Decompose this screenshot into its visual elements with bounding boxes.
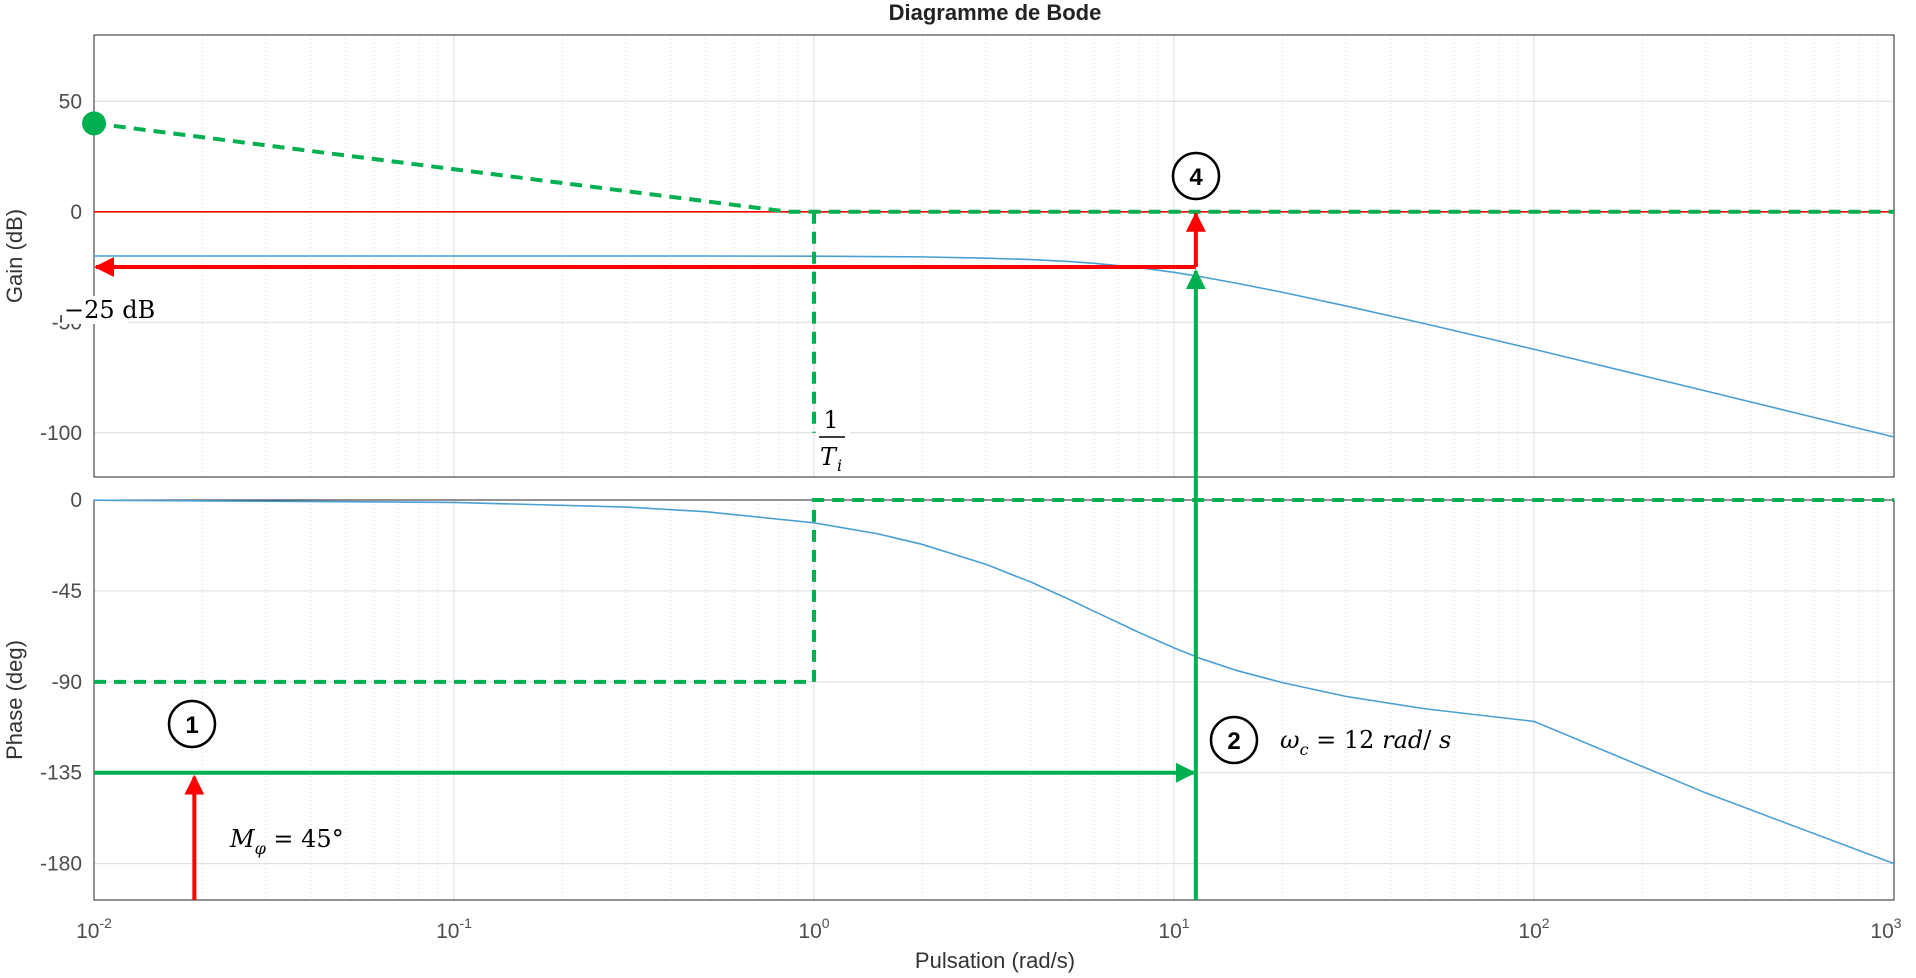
phase-plot-area — [94, 500, 1894, 900]
x-tick-label: 103 — [1870, 915, 1901, 943]
magnitude-y-tick-label: 0 — [70, 201, 82, 224]
ti-label-subscript: i — [837, 456, 842, 475]
magnitude-series — [93, 121, 1895, 438]
margin-symbol: M — [229, 825, 256, 853]
phase-x-ticks: 10-2 10-1 100 101 102 103 — [76, 915, 1902, 943]
x-tick-exponent: -1 — [459, 915, 472, 931]
pi-gain-asymptote-segment — [93, 121, 789, 214]
phase-panel: 0-45-90-135-180 Phase (deg) 10-2 10-1 100 1… — [2, 489, 1902, 973]
ti-label-symbol: T — [820, 443, 838, 471]
step-2-circle — [1209, 715, 1259, 765]
x-tick-exponent: 1 — [1182, 915, 1190, 931]
gain-curve — [94, 255, 1895, 438]
step-1-circle — [167, 699, 217, 749]
omega-unit-numerator: rad — [1382, 726, 1423, 754]
construction-overlay: −25 dB 1 T i 4 1 2 ωc = 12 rad/ s Mφ = 4… — [62, 111, 1451, 900]
x-tick-base: 10 — [1870, 920, 1893, 943]
x-tick-label: 102 — [1518, 915, 1549, 943]
phase-y-tick-label: -135 — [40, 762, 82, 785]
magnitude-y-axis-label: Gain (dB) — [2, 209, 27, 303]
phase-y-ticks: 0 -45 -90 -135 -180 — [40, 489, 82, 876]
x-axis-label: Pulsation (rad/s) — [915, 948, 1075, 973]
omega-symbol: ω — [1280, 726, 1300, 754]
x-tick-exponent: 0 — [822, 915, 830, 931]
phase-y-axis-label: Phase (deg) — [2, 640, 27, 760]
chart-title: Diagramme de Bode — [889, 0, 1102, 25]
magnitude-y-ticks: 500-50-100 — [40, 90, 82, 445]
phase-curve — [93, 499, 1895, 865]
gain-level-label: −25 dB — [64, 296, 155, 324]
margin-value: = 45° — [266, 825, 344, 853]
margin-subscript: φ — [255, 839, 267, 858]
step-4-marker: 4 — [1171, 151, 1221, 201]
magnitude-y-tick-label: -100 — [40, 422, 82, 445]
step-1-marker: 1 — [167, 699, 217, 749]
x-tick-base: 10 — [76, 920, 99, 943]
step-1-number: 1 — [185, 712, 198, 739]
phase-y-tick-label: 0 — [70, 489, 82, 512]
magnitude-panel: 500-50-100 Gain (dB) — [2, 34, 1895, 478]
omega-unit-separator: / — [1423, 726, 1439, 754]
magnitude-y-tick-label: 50 — [59, 90, 82, 113]
x-tick-exponent: 3 — [1894, 915, 1902, 931]
x-tick-label: 10-2 — [76, 915, 112, 943]
x-tick-base: 10 — [436, 920, 459, 943]
x-tick-base: 10 — [798, 920, 821, 943]
gain-label-background — [62, 296, 128, 324]
phase-y-tick-label: -45 — [52, 580, 82, 603]
ti-label-numerator: 1 — [823, 406, 838, 434]
x-tick-label: 101 — [1158, 915, 1189, 943]
phase-y-tick-label: -180 — [40, 853, 82, 876]
omega-value: = 12 — [1309, 726, 1383, 754]
step-2-number: 2 — [1227, 728, 1240, 755]
phase-series — [93, 498, 1895, 865]
omega-unit-denominator: s — [1439, 726, 1451, 754]
phase-y-tick-label: -90 — [52, 671, 82, 694]
omega-subscript: c — [1300, 740, 1309, 759]
step-4-circle — [1171, 151, 1221, 201]
x-tick-exponent: 2 — [1542, 915, 1550, 931]
x-tick-base: 10 — [1518, 920, 1541, 943]
x-tick-label: 10-1 — [436, 915, 472, 943]
step-4-number: 4 — [1189, 164, 1203, 191]
phase-margin-label: Mφ = 45° — [229, 825, 344, 858]
x-tick-exponent: -2 — [99, 915, 112, 931]
x-tick-base: 10 — [1158, 920, 1181, 943]
ti-label: 1 T i — [816, 402, 850, 475]
crossover-frequency-label: ωc = 12 rad/ s — [1280, 726, 1451, 759]
x-tick-label: 100 — [798, 915, 829, 943]
step-2-marker: 2 — [1209, 715, 1259, 765]
pi-phase-asymptote — [94, 498, 1894, 684]
pi-start-point — [82, 111, 106, 136]
